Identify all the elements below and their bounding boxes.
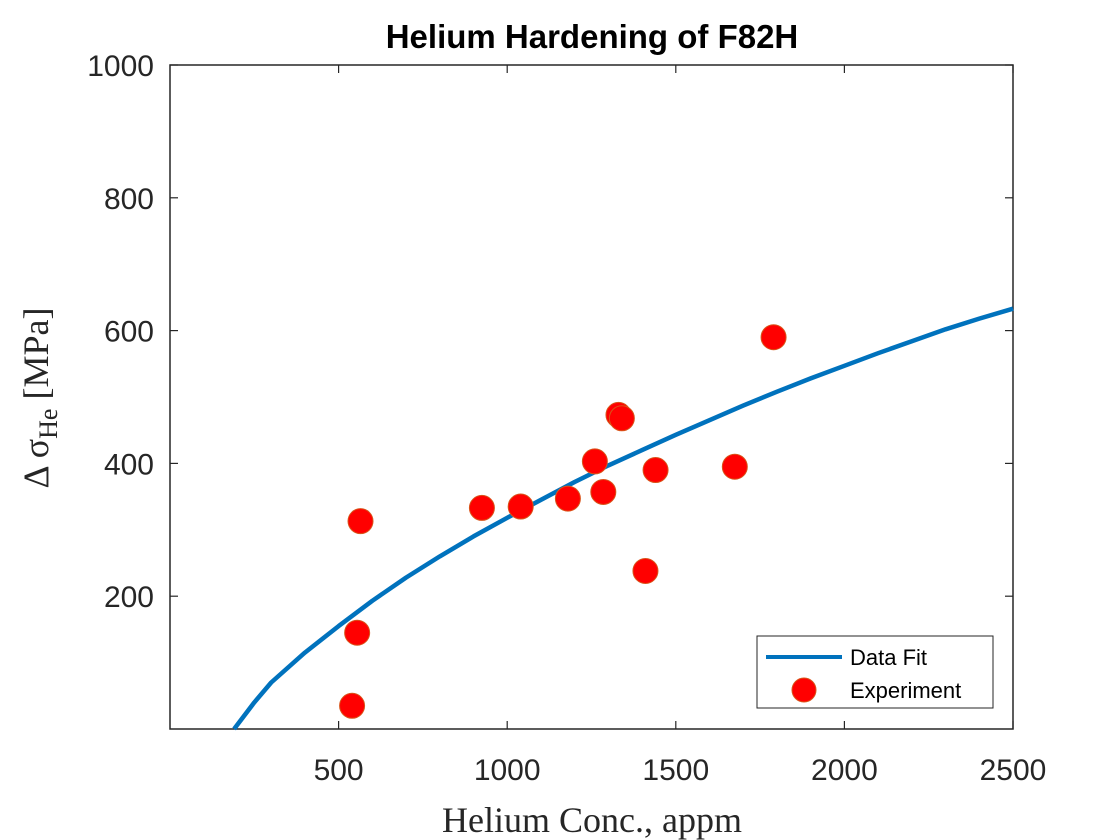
- x-tick-label: 500: [314, 754, 364, 787]
- experiment-point: [632, 557, 659, 584]
- x-tick-label: 2000: [811, 754, 878, 787]
- y-tick-label: 200: [104, 581, 154, 614]
- experiment-point: [468, 494, 495, 521]
- experiment-point: [642, 457, 669, 484]
- experiment-point: [608, 405, 635, 432]
- y-axis-label-suffix: [MPa]: [16, 308, 56, 409]
- axes-box: [169, 64, 1014, 730]
- experiment-point: [721, 453, 748, 480]
- data-marks: [232, 306, 1014, 731]
- y-axis-ticks: 200 400 600 800 1000: [87, 50, 1013, 614]
- legend-data-fit-label: Data Fit: [850, 645, 927, 670]
- experiment-point: [507, 493, 534, 520]
- experiment-point: [347, 508, 374, 535]
- experiment-point: [339, 692, 366, 719]
- plot-area: 500 1000 1500 2000 2500 200 400 600 800 1000: [87, 50, 1046, 787]
- legend-experiment-label: Experiment: [850, 678, 961, 703]
- experiment-point: [581, 448, 608, 475]
- experiment-point: [590, 478, 617, 505]
- x-axis-ticks: 500 1000 1500 2000 2500: [314, 65, 1047, 787]
- experiment-point: [554, 485, 581, 512]
- experiment-point: [760, 324, 787, 351]
- experiment-point: [344, 619, 371, 646]
- legend: Data Fit Experiment: [756, 635, 994, 709]
- y-tick-label: 400: [104, 448, 154, 481]
- legend-experiment-swatch: [791, 677, 817, 703]
- series-line-data-fit: [232, 306, 1014, 731]
- x-axis-label: Helium Conc., appm: [442, 800, 742, 840]
- y-tick-label: 1000: [87, 50, 154, 83]
- chart-title: Helium Hardening of F82H: [386, 18, 799, 55]
- y-tick-label: 800: [104, 183, 154, 216]
- y-tick-label: 600: [104, 316, 154, 349]
- y-axis-label-subscript: He: [34, 409, 63, 439]
- y-axis-label-prefix: Δ σ: [16, 439, 56, 489]
- x-tick-label: 1000: [474, 754, 541, 787]
- x-tick-label: 2500: [980, 754, 1047, 787]
- y-axis-label: Δ σHe [MPa]: [16, 308, 63, 489]
- x-tick-label: 1500: [642, 754, 709, 787]
